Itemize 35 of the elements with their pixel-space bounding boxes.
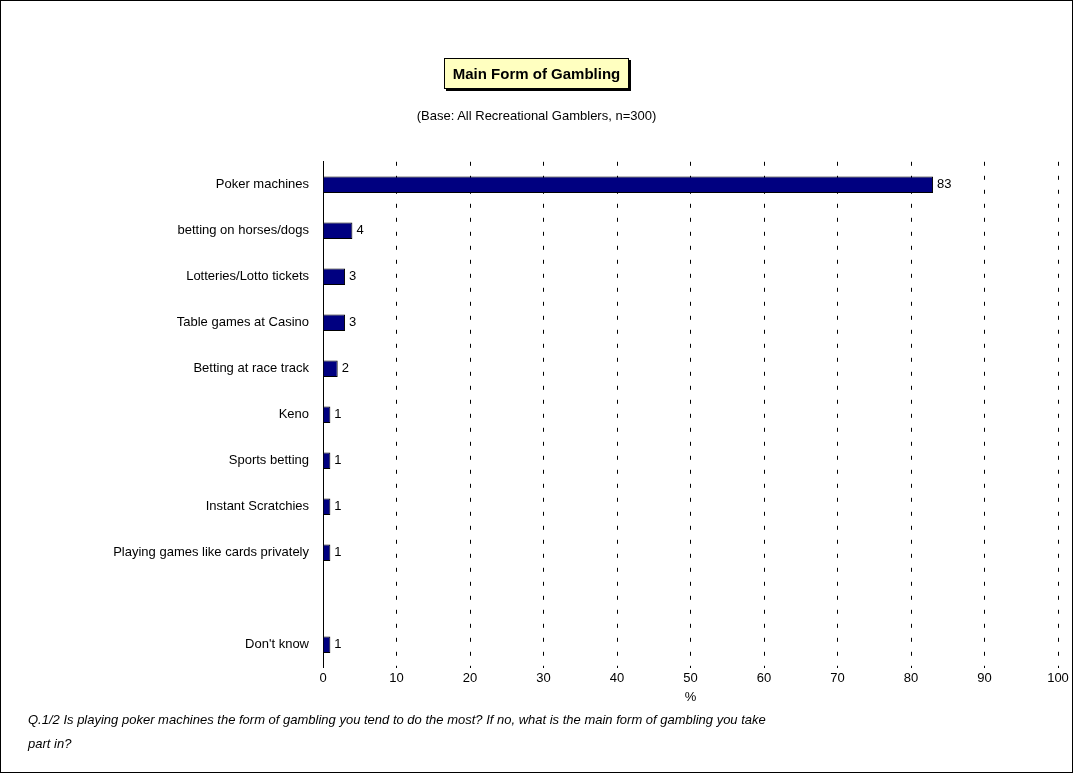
data-label: 83: [937, 176, 952, 192]
data-label: 3: [349, 314, 357, 330]
y-tick-label: Don't know: [245, 636, 310, 652]
x-tick-label: 0: [319, 670, 327, 686]
data-label: 1: [334, 636, 342, 652]
y-tick-label: Betting at race track: [193, 360, 310, 376]
x-tick-label: 60: [756, 670, 772, 686]
y-tick-label: Keno: [278, 406, 309, 422]
x-tick-label: 100: [1047, 670, 1069, 686]
data-label: 1: [334, 406, 342, 422]
data-label: 1: [334, 452, 342, 468]
data-label: 4: [356, 222, 364, 238]
x-tick-label: 70: [830, 670, 845, 686]
x-axis-title: %: [684, 688, 697, 704]
text: Q.1/2 Is playing poker machines the form of gambling you tend to do the most? If no, what is the main form of gambling you take part in?: [28, 711, 767, 753]
x-tick-label: 50: [683, 670, 698, 686]
x-tick-label: 40: [609, 670, 625, 686]
data-label: 1: [334, 544, 342, 560]
y-tick-label: betting on horses/dogs: [177, 222, 310, 238]
y-tick-label: Poker machines: [215, 176, 310, 192]
chart-subtitle: (Base: All Recreational Gamblers, n=300): [415, 108, 658, 123]
x-tick-label: 90: [977, 670, 992, 686]
y-tick-label: Playing games like cards privately: [113, 544, 310, 560]
x-tick-label: 80: [903, 670, 919, 686]
x-tick-label: 20: [462, 670, 478, 686]
chart-title: Main Form of Gambling: [443, 58, 630, 89]
data-label: 2: [341, 360, 349, 376]
x-tick-label: 30: [536, 670, 551, 686]
y-tick-label: Lotteries/Lotto tickets: [186, 268, 310, 284]
y-tick-label: Table games at Casino: [176, 314, 309, 330]
data-label: 1: [334, 498, 342, 514]
y-tick-label: Sports betting: [228, 452, 309, 468]
data-label: 3: [349, 268, 357, 284]
y-tick-label: Instant Scratchies: [205, 498, 310, 514]
x-tick-label: 10: [389, 670, 404, 686]
